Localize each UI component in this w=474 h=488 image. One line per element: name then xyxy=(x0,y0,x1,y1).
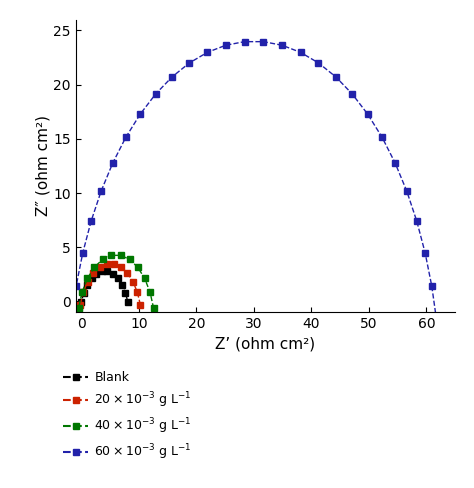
Legend: Blank, $20 \times 10^{-3}$ g L$^{-1}$, $40 \times 10^{-3}$ g L$^{-1}$, $60 \time: Blank, $20 \times 10^{-3}$ g L$^{-1}$, $… xyxy=(63,371,192,462)
Y-axis label: Z″ (ohm cm²): Z″ (ohm cm²) xyxy=(36,116,51,216)
X-axis label: Z’ (ohm cm²): Z’ (ohm cm²) xyxy=(215,337,316,352)
